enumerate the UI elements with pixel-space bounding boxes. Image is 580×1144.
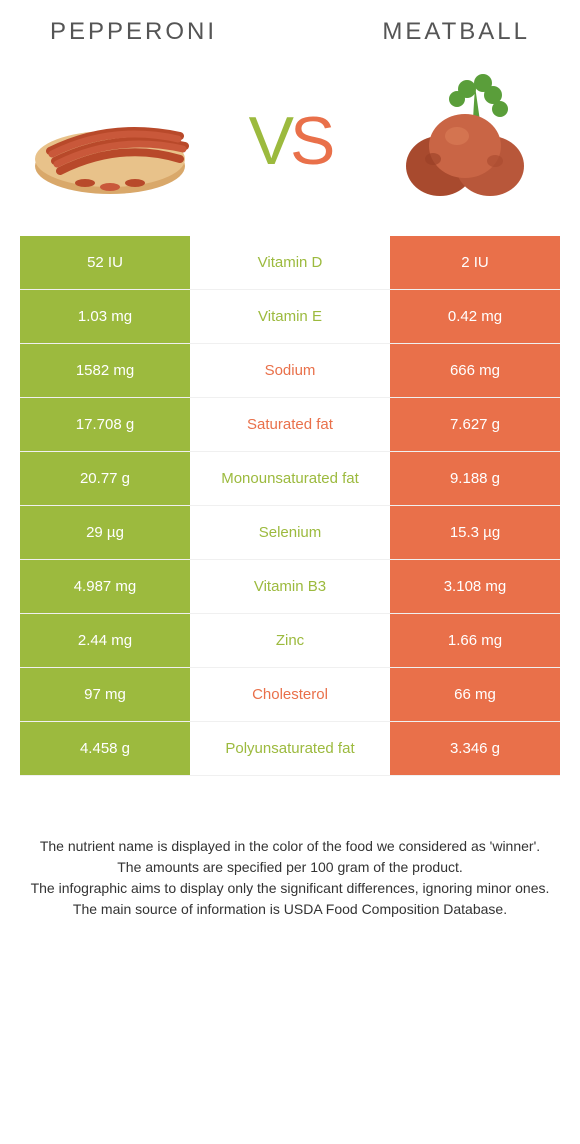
value-left: 1582 mg xyxy=(20,344,190,397)
nutrient-label: Vitamin D xyxy=(190,236,390,289)
value-left: 29 µg xyxy=(20,506,190,559)
table-row: 1582 mgSodium666 mg xyxy=(20,344,560,398)
value-left: 4.458 g xyxy=(20,722,190,775)
value-left: 52 IU xyxy=(20,236,190,289)
parsley-icon xyxy=(449,74,508,121)
title-right: MEATBALL xyxy=(382,18,530,46)
nutrient-label: Saturated fat xyxy=(190,398,390,451)
table-row: 20.77 gMonounsaturated fat9.188 g xyxy=(20,452,560,506)
value-right: 0.42 mg xyxy=(390,290,560,343)
value-left: 17.708 g xyxy=(20,398,190,451)
value-left: 4.987 mg xyxy=(20,560,190,613)
value-right: 2 IU xyxy=(390,236,560,289)
value-right: 7.627 g xyxy=(390,398,560,451)
nutrient-label: Cholesterol xyxy=(190,668,390,721)
value-right: 66 mg xyxy=(390,668,560,721)
value-right: 1.66 mg xyxy=(390,614,560,667)
value-left: 97 mg xyxy=(20,668,190,721)
table-row: 4.987 mgVitamin B33.108 mg xyxy=(20,560,560,614)
vs-label: VS xyxy=(249,102,332,180)
meatball-image xyxy=(380,76,550,206)
value-left: 20.77 g xyxy=(20,452,190,505)
value-right: 3.346 g xyxy=(390,722,560,775)
vs-v: V xyxy=(249,103,290,179)
images-row: VS xyxy=(0,56,580,236)
vs-s: S xyxy=(290,103,331,179)
table-row: 29 µgSelenium15.3 µg xyxy=(20,506,560,560)
footer-line: The main source of information is USDA F… xyxy=(30,899,550,920)
table-row: 52 IUVitamin D2 IU xyxy=(20,236,560,290)
footer-line: The infographic aims to display only the… xyxy=(30,878,550,899)
nutrient-label: Monounsaturated fat xyxy=(190,452,390,505)
value-right: 15.3 µg xyxy=(390,506,560,559)
nutrient-label: Zinc xyxy=(190,614,390,667)
nutrient-label: Selenium xyxy=(190,506,390,559)
table-row: 4.458 gPolyunsaturated fat3.346 g xyxy=(20,722,560,776)
table-row: 97 mgCholesterol66 mg xyxy=(20,668,560,722)
nutrient-label: Vitamin E xyxy=(190,290,390,343)
nutrient-label: Sodium xyxy=(190,344,390,397)
footer-notes: The nutrient name is displayed in the co… xyxy=(0,776,580,920)
nutrient-label: Polyunsaturated fat xyxy=(190,722,390,775)
table-row: 17.708 gSaturated fat7.627 g xyxy=(20,398,560,452)
value-right: 3.108 mg xyxy=(390,560,560,613)
header: PEPPERONI MEATBALL xyxy=(0,0,580,56)
value-left: 2.44 mg xyxy=(20,614,190,667)
footer-line: The nutrient name is displayed in the co… xyxy=(30,836,550,857)
nutrient-table: 52 IUVitamin D2 IU1.03 mgVitamin E0.42 m… xyxy=(0,236,580,776)
title-left: PEPPERONI xyxy=(50,18,217,46)
table-row: 2.44 mgZinc1.66 mg xyxy=(20,614,560,668)
footer-line: The amounts are specified per 100 gram o… xyxy=(30,857,550,878)
table-row: 1.03 mgVitamin E0.42 mg xyxy=(20,290,560,344)
pepperoni-image xyxy=(30,76,200,206)
value-right: 9.188 g xyxy=(390,452,560,505)
value-right: 666 mg xyxy=(390,344,560,397)
value-left: 1.03 mg xyxy=(20,290,190,343)
nutrient-label: Vitamin B3 xyxy=(190,560,390,613)
